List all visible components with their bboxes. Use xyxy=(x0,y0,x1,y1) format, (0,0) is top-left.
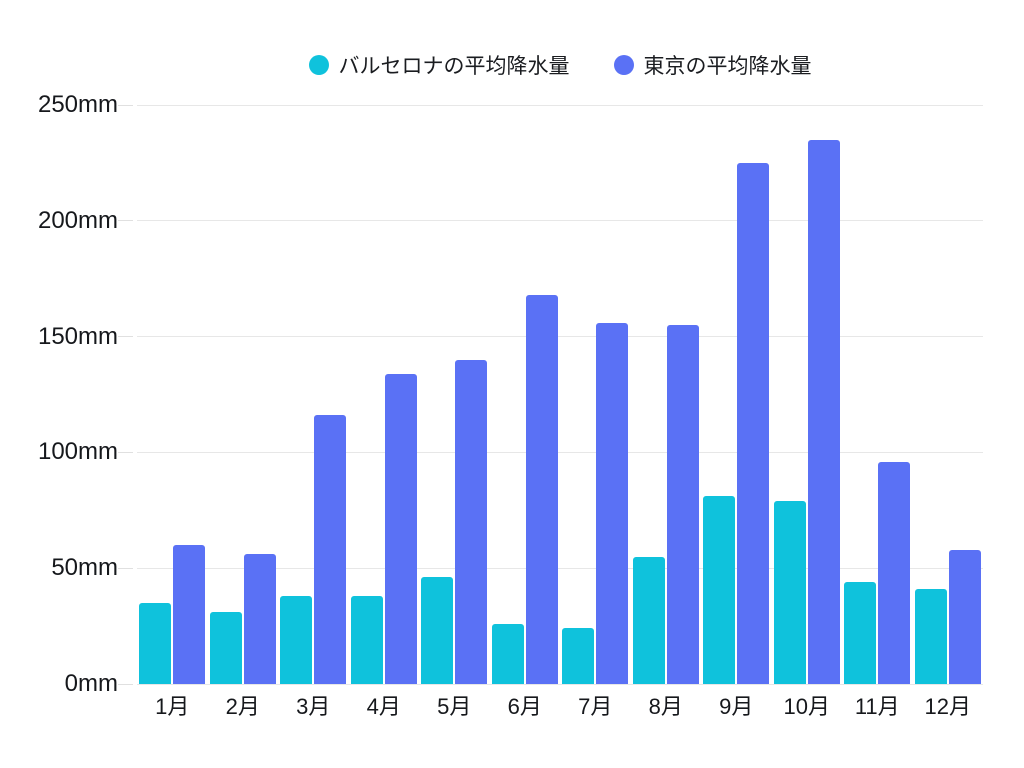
bar-barcelona-2月[interactable] xyxy=(209,612,242,684)
legend-label-barcelona: バルセロナの平均降水量 xyxy=(338,55,570,78)
bar-barcelona-4月[interactable] xyxy=(350,596,383,684)
x-tick-label-2月: 2月 xyxy=(225,694,260,719)
plot-area xyxy=(118,104,983,685)
chart-legend: バルセロナの平均降水量 東京の平均降水量 xyxy=(137,46,983,84)
legend-swatch-barcelona-icon xyxy=(308,55,329,75)
bar-barcelona-1月[interactable] xyxy=(139,602,172,684)
x-axis: 1月 2月 3月 4月 5月 6月 7月 8月 9月 10月 11月 12月 xyxy=(137,692,983,724)
gridline-0mm xyxy=(118,683,983,685)
bar-barcelona-7月[interactable] xyxy=(562,628,595,684)
bar-tokyo-11月[interactable] xyxy=(878,461,911,684)
bar-tokyo-2月[interactable] xyxy=(243,554,276,684)
legend-item-tokyo[interactable]: 東京の平均降水量 xyxy=(613,50,812,80)
bar-tokyo-9月[interactable] xyxy=(737,162,770,684)
bar-barcelona-8月[interactable] xyxy=(632,556,665,684)
y-axis: 0mm 50mm 100mm 150mm 200mm 250mm xyxy=(0,92,118,697)
bar-tokyo-12月[interactable] xyxy=(948,549,981,684)
legend-swatch-tokyo-icon xyxy=(613,55,634,75)
gridline-150mm xyxy=(118,336,983,338)
x-tick-label-4月: 4月 xyxy=(366,694,401,719)
bar-barcelona-10月[interactable] xyxy=(773,501,806,684)
bar-tokyo-7月[interactable] xyxy=(596,322,629,684)
y-tick-label-150mm: 150mm xyxy=(37,322,118,350)
legend-label-tokyo: 東京の平均降水量 xyxy=(643,55,812,78)
gridline-100mm xyxy=(118,451,983,453)
x-tick-label-9月: 9月 xyxy=(719,694,754,719)
legend-item-barcelona[interactable]: バルセロナの平均降水量 xyxy=(308,50,570,80)
bar-tokyo-8月[interactable] xyxy=(666,325,699,684)
bar-barcelona-5月[interactable] xyxy=(421,577,454,684)
x-tick-label-6月: 6月 xyxy=(507,694,542,719)
bar-barcelona-6月[interactable] xyxy=(491,623,524,684)
y-tick-label-250mm: 250mm xyxy=(37,91,118,118)
y-tick-label-100mm: 100mm xyxy=(37,438,118,466)
x-tick-label-11月: 11月 xyxy=(854,694,900,719)
x-tick-label-7月: 7月 xyxy=(578,694,613,719)
x-tick-label-3月: 3月 xyxy=(296,694,331,719)
x-tick-label-10月: 10月 xyxy=(783,694,830,719)
bar-barcelona-9月[interactable] xyxy=(703,496,736,684)
y-tick-label-200mm: 200mm xyxy=(37,206,118,234)
bar-tokyo-6月[interactable] xyxy=(525,294,558,684)
x-tick-label-1月: 1月 xyxy=(155,694,190,719)
bar-tokyo-10月[interactable] xyxy=(807,139,840,684)
gridline-250mm xyxy=(118,104,983,106)
x-tick-label-12月: 12月 xyxy=(924,694,971,719)
y-tick-label-50mm: 50mm xyxy=(51,554,118,582)
bar-tokyo-4月[interactable] xyxy=(384,373,417,684)
bar-barcelona-12月[interactable] xyxy=(914,589,947,684)
bar-tokyo-1月[interactable] xyxy=(173,545,206,684)
gridline-200mm xyxy=(118,220,983,222)
bar-tokyo-3月[interactable] xyxy=(314,415,347,684)
bar-tokyo-5月[interactable] xyxy=(455,359,488,684)
bar-barcelona-3月[interactable] xyxy=(280,596,313,684)
x-tick-label-8月: 8月 xyxy=(648,694,683,719)
gridline-50mm xyxy=(118,567,983,569)
bar-barcelona-11月[interactable] xyxy=(844,582,877,684)
x-tick-label-5月: 5月 xyxy=(437,694,472,719)
y-tick-label-0mm: 0mm xyxy=(64,670,118,697)
